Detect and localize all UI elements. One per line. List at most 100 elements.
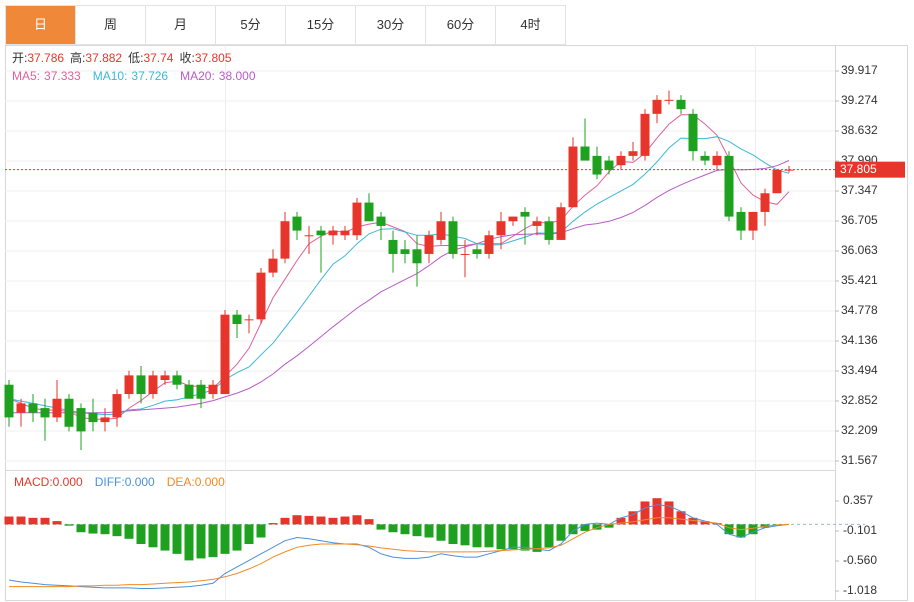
- macd-bar: [100, 524, 110, 535]
- candle-body: [412, 249, 422, 264]
- legend-value: 37.726: [131, 69, 168, 83]
- macd-bar: [580, 524, 590, 531]
- frame: [5, 45, 908, 601]
- ohlc-label: 开:: [12, 51, 27, 65]
- candle-body: [256, 272, 266, 320]
- candle-body: [148, 375, 158, 395]
- last-price-tag: [835, 161, 905, 178]
- macd-bar: [40, 517, 50, 525]
- macd-bar: [148, 524, 158, 548]
- y-tick-label: 39.917: [841, 63, 878, 77]
- ohlc-value: 37.786: [27, 51, 64, 65]
- candle-body: [172, 375, 182, 385]
- candle-body: [16, 403, 26, 413]
- tab-bar: 日周月 5分 15分 30分 60分 4时: [5, 5, 566, 45]
- macd-bar: [340, 516, 350, 525]
- legend-value: 0.000: [53, 475, 83, 489]
- macd-bar: [64, 524, 74, 526]
- y-tick-label: 32.209: [841, 423, 878, 437]
- candle-body: [460, 253, 470, 255]
- macd-bar: [724, 524, 734, 535]
- macd-bar: [748, 524, 758, 535]
- macd-bar: [316, 516, 326, 525]
- candle-body: [448, 221, 458, 254]
- candle-body: [424, 235, 434, 254]
- macd-bar: [160, 524, 170, 551]
- candle-body: [568, 146, 578, 208]
- macd-bar: [328, 517, 338, 525]
- candle-body: [4, 384, 14, 418]
- candle-body: [304, 235, 314, 237]
- ohlc-label: 收:: [179, 51, 194, 65]
- tab[interactable]: 4时: [496, 6, 566, 44]
- macd-bar: [244, 524, 254, 545]
- candle-body: [40, 408, 50, 418]
- macd-bar: [484, 524, 494, 548]
- macd-bar: [460, 524, 470, 546]
- candle-body: [472, 249, 482, 254]
- legend-name: MA10:: [93, 69, 128, 83]
- macd-bar: [520, 524, 530, 551]
- ma-line: [8, 114, 790, 420]
- y-tick-label: 0.357: [843, 493, 873, 507]
- macd-bar: [184, 524, 194, 561]
- macd-bar: [76, 524, 86, 533]
- macd-bar: [280, 517, 290, 525]
- macd-bar: [700, 521, 710, 525]
- tab[interactable]: 30分: [356, 6, 426, 44]
- macd-bar: [88, 524, 98, 534]
- candle-body: [544, 221, 554, 240]
- y-tick-label: 33.494: [841, 363, 878, 377]
- candle-body: [772, 169, 782, 194]
- candle-body: [364, 202, 374, 222]
- candle-body: [688, 113, 698, 152]
- macd-bar: [400, 524, 410, 535]
- macd-bar: [172, 524, 182, 554]
- macd-bar: [412, 524, 422, 537]
- ohlc-info: 开:37.786 高:37.882 低:37.74 收:37.805: [12, 50, 232, 65]
- tab[interactable]: 5分: [216, 6, 286, 44]
- y-tick-label: 37.347: [841, 183, 878, 197]
- y-tick-label: 31.567: [841, 453, 878, 467]
- macd-bar: [376, 524, 386, 530]
- y-tick-label: 34.778: [841, 303, 878, 317]
- candle-body: [628, 151, 638, 156]
- tab[interactable]: 日: [6, 6, 76, 44]
- macd-bar: [16, 516, 26, 525]
- y-tick-label: 32.852: [841, 393, 878, 407]
- tab[interactable]: 60分: [426, 6, 496, 44]
- tab[interactable]: 月: [146, 6, 216, 44]
- macd-bar: [112, 524, 122, 537]
- macd-bar: [52, 521, 62, 525]
- macd-bar: [472, 524, 482, 548]
- candle-body: [76, 408, 86, 432]
- candle-body: [652, 99, 662, 114]
- candle-body: [160, 375, 170, 381]
- candle-body: [136, 375, 146, 395]
- candle-body: [532, 221, 542, 226]
- y-tick-label: 35.421: [841, 273, 878, 287]
- macd-bar: [364, 519, 374, 525]
- candle-body: [88, 412, 98, 423]
- candle-body: [592, 155, 602, 175]
- macd-bar: [208, 524, 218, 558]
- macd-bar: [568, 524, 578, 535]
- legend-value: 37.333: [44, 69, 81, 83]
- candle-body: [388, 239, 398, 254]
- macd-bar: [232, 524, 242, 551]
- candle-body: [724, 155, 734, 217]
- candle-body: [616, 155, 626, 166]
- candle-body: [760, 193, 770, 212]
- tab[interactable]: 周: [76, 6, 146, 44]
- ohlc-value: 37.74: [143, 51, 173, 65]
- candle-body: [352, 202, 362, 236]
- legend-name: MA5:: [12, 69, 40, 83]
- tab[interactable]: 15分: [286, 6, 356, 44]
- macd-bar: [124, 524, 134, 539]
- candle-body: [640, 113, 650, 156]
- ma-line: [9, 160, 790, 414]
- candle-body: [736, 211, 746, 231]
- macd-bar: [352, 515, 362, 525]
- macd-bar: [712, 523, 722, 525]
